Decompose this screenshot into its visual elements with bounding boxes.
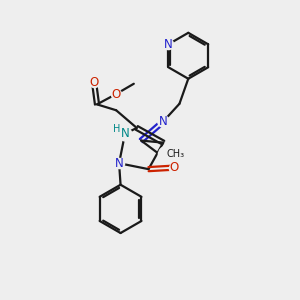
Text: N: N	[164, 38, 173, 51]
Text: O: O	[89, 76, 99, 89]
Text: H: H	[113, 124, 120, 134]
Text: O: O	[112, 88, 121, 100]
Text: O: O	[169, 161, 178, 174]
Text: N: N	[121, 127, 129, 140]
Text: N: N	[159, 115, 168, 128]
Text: CH₃: CH₃	[167, 149, 185, 159]
Text: N: N	[115, 157, 124, 170]
